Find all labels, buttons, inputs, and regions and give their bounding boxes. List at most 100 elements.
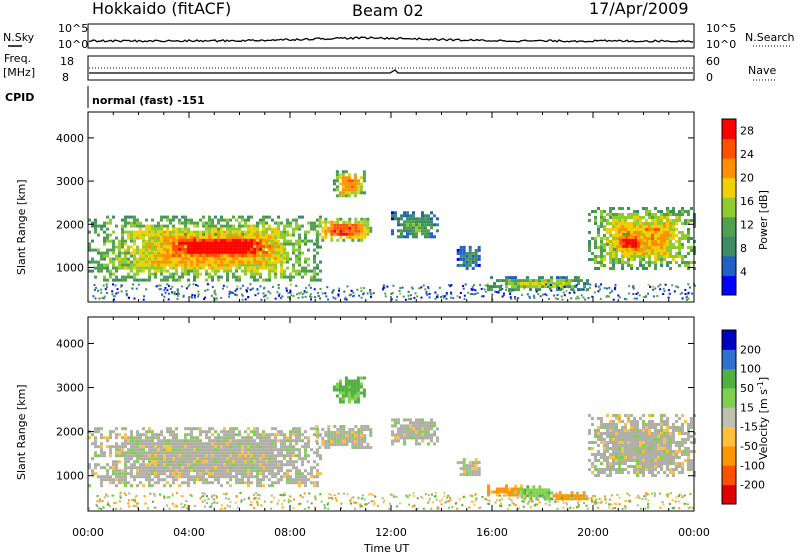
heatmap-cell <box>618 444 621 447</box>
heatmap-cell <box>136 433 139 437</box>
heatmap-cell <box>280 442 283 446</box>
heatmap-cell <box>271 451 274 455</box>
colorbar-tick-label: 12 <box>740 219 754 232</box>
heatmap-cell <box>669 234 672 237</box>
heatmap-cell <box>178 230 181 234</box>
heatmap-cell <box>319 457 322 461</box>
heatmap-cell <box>510 289 513 292</box>
heatmap-cell <box>211 238 215 242</box>
heatmap-cell <box>130 215 133 219</box>
heatmap-cell <box>603 423 606 426</box>
heatmap-cell <box>115 433 118 437</box>
heatmap-cell <box>430 436 433 440</box>
heatmap-cell <box>307 221 310 225</box>
heatmap-cell <box>541 488 545 492</box>
heatmap-cell <box>597 453 600 456</box>
heatmap-cell <box>654 453 657 456</box>
heatmap-cell <box>362 292 365 295</box>
heatmap-cell <box>220 230 223 234</box>
heatmap-cell <box>687 252 690 255</box>
heatmap-cell <box>450 284 453 286</box>
heatmap-cell <box>529 288 532 291</box>
heatmap-cell <box>289 430 292 434</box>
heatmap-cell <box>229 253 233 257</box>
heatmap-cell <box>634 247 638 251</box>
heatmap-cell <box>645 456 648 459</box>
heatmap-cell <box>509 292 512 295</box>
heatmap-cell <box>238 278 241 282</box>
heatmap-cell <box>175 439 178 443</box>
heatmap-cell <box>133 297 136 300</box>
heatmap-cell <box>335 388 339 392</box>
heatmap-cell <box>353 294 356 297</box>
heatmap-cell <box>178 466 181 470</box>
heatmap-cell <box>597 228 600 231</box>
heatmap-cell <box>627 450 630 453</box>
heatmap-cell <box>175 239 178 243</box>
heatmap-cell <box>202 448 205 452</box>
heatmap-cell <box>253 241 257 245</box>
heatmap-cell <box>118 481 121 485</box>
heatmap-cell <box>648 246 651 249</box>
heatmap-cell <box>603 450 606 453</box>
heatmap-cell <box>256 445 259 449</box>
heatmap-cell <box>223 445 226 449</box>
heatmap-cell <box>280 260 283 264</box>
heatmap-cell <box>633 255 636 258</box>
heatmap-cell <box>184 451 187 455</box>
heatmap-cell <box>465 251 469 255</box>
heatmap-cell <box>178 244 182 248</box>
heatmap-cell <box>586 279 589 283</box>
heatmap-cell <box>636 435 639 438</box>
heatmap-cell <box>363 217 367 221</box>
heatmap-cell <box>190 448 193 452</box>
power-region <box>332 170 366 198</box>
heatmap-cell <box>115 269 118 273</box>
heatmap-cell <box>172 275 175 279</box>
heatmap-cell <box>624 459 627 462</box>
heatmap-cell <box>238 275 241 279</box>
heatmap-cell <box>244 454 247 458</box>
heatmap-cell <box>622 232 626 236</box>
heatmap-cell <box>199 457 202 461</box>
heatmap-cell <box>241 218 244 222</box>
heatmap-cell <box>412 211 415 215</box>
heatmap-cell <box>142 254 145 258</box>
heatmap-cell <box>634 244 638 248</box>
heatmap-cell <box>541 276 544 280</box>
heatmap-cell <box>166 244 170 248</box>
heatmap-cell <box>199 253 203 257</box>
heatmap-cell <box>154 224 157 228</box>
heatmap-cell <box>313 266 316 270</box>
heatmap-cell <box>465 464 469 468</box>
heatmap-cell <box>624 441 627 444</box>
heatmap-cell <box>264 294 267 297</box>
heatmap-cell <box>415 427 418 431</box>
heatmap-cell <box>625 238 629 242</box>
heatmap-cell <box>295 218 298 222</box>
heatmap-cell <box>124 278 127 282</box>
heatmap-cell <box>142 463 145 467</box>
heatmap-cell <box>262 227 265 231</box>
heatmap-cell <box>573 497 577 501</box>
heatmap-cell <box>223 439 226 443</box>
heatmap-cell <box>232 460 235 464</box>
heatmap-cell <box>277 256 281 260</box>
heatmap-cell <box>190 478 193 482</box>
heatmap-cell <box>136 272 139 276</box>
heatmap-cell <box>286 254 289 258</box>
heatmap-cell <box>353 173 357 177</box>
heatmap-cell <box>286 460 289 464</box>
heatmap-cell <box>283 457 286 461</box>
heatmap-cell <box>309 293 312 296</box>
heatmap-cell <box>172 433 175 437</box>
heatmap-cell <box>142 298 145 301</box>
heatmap-cell <box>151 469 154 473</box>
heatmap-cell <box>594 267 597 270</box>
heatmap-cell <box>476 292 479 294</box>
heatmap-cell <box>424 430 427 434</box>
heatmap-cell <box>465 254 469 258</box>
heatmap-cell <box>427 424 430 428</box>
heatmap-cell <box>133 254 136 258</box>
heatmap-cell <box>418 442 421 446</box>
